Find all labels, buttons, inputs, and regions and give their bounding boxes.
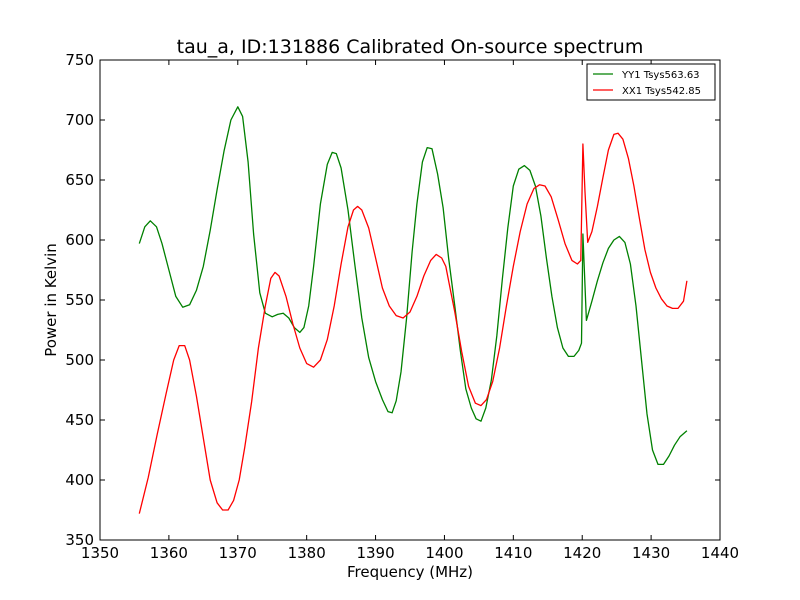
y-tick-label: 350 bbox=[65, 531, 94, 549]
y-tick-label: 650 bbox=[65, 171, 94, 189]
y-tick-label: 450 bbox=[65, 411, 94, 429]
y-tick-label: 750 bbox=[65, 51, 94, 69]
x-tick-label: 1430 bbox=[632, 544, 670, 562]
legend-box bbox=[586, 63, 716, 101]
x-tick-label: 1360 bbox=[150, 544, 188, 562]
legend: YY1 Tsys563.63 XX1 Tsys542.85 bbox=[586, 63, 716, 101]
chart-title: tau_a, ID:131886 Calibrated On-source sp… bbox=[177, 36, 644, 58]
y-axis-label: Power in Kelvin bbox=[42, 243, 60, 357]
x-tick-label: 1370 bbox=[219, 544, 257, 562]
x-tick-label: 1400 bbox=[425, 544, 463, 562]
x-tick-label: 1410 bbox=[494, 544, 532, 562]
plot-area: 1350 1360 1370 1380 1390 1400 1410 1420 1430 1440… bbox=[65, 51, 739, 562]
x-tick-label: 1350 bbox=[81, 544, 119, 562]
series-line-xx1 bbox=[138, 132, 688, 514]
legend-label-yy1: YY1 Tsys563.63 bbox=[621, 70, 700, 81]
y-tick-label: 550 bbox=[65, 291, 94, 309]
y-tick-label: 600 bbox=[65, 231, 94, 249]
x-tick-label: 1440 bbox=[701, 544, 739, 562]
series-line-yy1 bbox=[138, 106, 688, 466]
y-tick-label: 700 bbox=[65, 111, 94, 129]
x-tick-label: 1420 bbox=[563, 544, 601, 562]
x-axis-label: Frequency (MHz) bbox=[347, 563, 473, 581]
y-axis-ticks: 350 400 450 500 550 600 650 700 750 bbox=[65, 51, 720, 549]
legend-label-xx1: XX1 Tsys542.85 bbox=[622, 86, 701, 97]
series-layer bbox=[138, 106, 688, 514]
x-tick-label: 1390 bbox=[356, 544, 394, 562]
x-axis-ticks: 1350 1360 1370 1380 1390 1400 1410 1420 1430 1440 bbox=[81, 60, 739, 562]
y-tick-label: 400 bbox=[65, 471, 94, 489]
x-tick-label: 1380 bbox=[288, 544, 326, 562]
y-tick-label: 500 bbox=[65, 351, 94, 369]
